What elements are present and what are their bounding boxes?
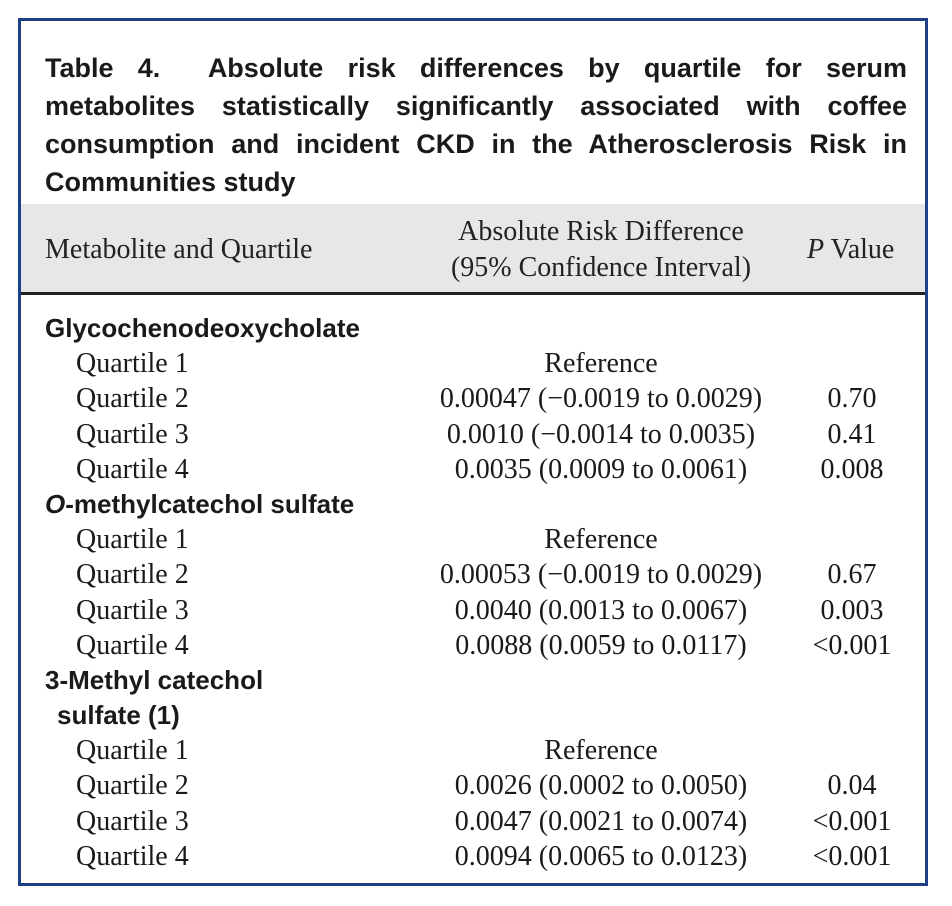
table-row: Quartile 1 Reference bbox=[21, 733, 925, 768]
p-value-cell: <0.001 bbox=[812, 840, 892, 872]
p-value-cell: 0.008 bbox=[820, 453, 884, 485]
risk-difference-cell: Reference bbox=[544, 735, 658, 767]
quartile-cell: Quartile 4 bbox=[76, 629, 189, 661]
risk-difference-cell: 0.0088 (0.0059 to 0.0117) bbox=[455, 629, 747, 661]
p-value-cell: <0.001 bbox=[812, 805, 892, 837]
table-row: Quartile 4 0.0035 (0.0009 to 0.0061) 0.008 bbox=[21, 452, 925, 487]
risk-difference-cell: 0.0040 (0.0013 to 0.0067) bbox=[454, 594, 748, 626]
metabolite-group-title-continued: sulfate (1) bbox=[21, 698, 925, 733]
table-row: Quartile 4 0.0088 (0.0059 to 0.0117) <0.00… bbox=[21, 628, 925, 663]
table-row: Quartile 3 0.0047 (0.0021 to 0.0074) <0.00… bbox=[21, 804, 925, 839]
table-row: Quartile 2 0.0026 (0.0002 to 0.0050) 0.04 bbox=[21, 768, 925, 803]
quartile-cell: Quartile 1 bbox=[76, 524, 189, 556]
header-p-value: P Value bbox=[807, 232, 894, 268]
table-row: Quartile 2 0.00047 (−0.0019 to 0.0029) 0.7… bbox=[21, 381, 925, 416]
metabolite-group-title: O-methylcatechol sulfate bbox=[21, 487, 925, 522]
quartile-cell: Quartile 4 bbox=[76, 453, 189, 485]
table-frame: Table 4. Absolute risk differences by qu… bbox=[18, 18, 928, 886]
table-body: Glycochenodeoxycholate Quartile 1 Referenc… bbox=[21, 311, 925, 874]
risk-difference-cell: 0.00047 (−0.0019 to 0.0029) bbox=[439, 383, 763, 415]
p-value-cell: 0.003 bbox=[820, 594, 884, 626]
header-p-rest: Value bbox=[824, 234, 895, 265]
quartile-cell: Quartile 2 bbox=[76, 383, 189, 415]
risk-difference-cell: 0.0035 (0.0009 to 0.0061) bbox=[454, 453, 748, 485]
risk-difference-cell: 0.0026 (0.0002 to 0.0050) bbox=[454, 770, 748, 802]
header-absolute-risk-difference: Absolute Risk Difference (95% Confidence… bbox=[401, 214, 801, 286]
quartile-cell: Quartile 4 bbox=[76, 840, 189, 872]
quartile-cell: Quartile 2 bbox=[76, 770, 189, 802]
risk-difference-cell: 0.0047 (0.0021 to 0.0074) bbox=[454, 805, 748, 837]
table-caption: Table 4. Absolute risk differences by qu… bbox=[45, 49, 907, 201]
header-p-italic: P bbox=[807, 234, 825, 265]
p-value-cell: 0.04 bbox=[827, 770, 877, 802]
risk-difference-cell: Reference bbox=[544, 348, 658, 380]
metabolite-name-prefix: O bbox=[45, 488, 66, 519]
metabolite-name: 3-Methyl catechol bbox=[45, 664, 264, 695]
quartile-cell: Quartile 3 bbox=[76, 418, 189, 450]
quartile-cell: Quartile 3 bbox=[76, 805, 189, 837]
metabolite-name: Glycochenodeoxycholate bbox=[45, 313, 360, 343]
header-metabolite: Metabolite and Quartile bbox=[45, 234, 313, 265]
header-ard-line1: Absolute Risk Difference bbox=[458, 216, 744, 247]
metabolite-name: -methylcatechol sulfate bbox=[65, 488, 355, 519]
p-value-cell: 0.41 bbox=[827, 418, 877, 450]
table-row: Quartile 4 0.0094 (0.0065 to 0.0123) <0.00… bbox=[21, 839, 925, 874]
table-row: Quartile 2 0.00053 (−0.0019 to 0.0029) 0.6… bbox=[21, 557, 925, 592]
quartile-cell: Quartile 3 bbox=[76, 594, 189, 626]
p-value-cell: 0.70 bbox=[827, 383, 877, 415]
risk-difference-cell: 0.00053 (−0.0019 to 0.0029) bbox=[439, 559, 763, 591]
quartile-cell: Quartile 1 bbox=[76, 735, 189, 767]
metabolite-group-title: Glycochenodeoxycholate bbox=[21, 311, 925, 346]
caption-text: Absolute risk differences by quartile fo… bbox=[45, 53, 907, 197]
table-header: Metabolite and Quartile Absolute Risk Di… bbox=[21, 204, 925, 295]
p-value-cell: <0.001 bbox=[812, 629, 892, 661]
metabolite-group-title: 3-Methyl catechol bbox=[21, 663, 925, 698]
header-ard-line2: (95% Confidence Interval) bbox=[450, 252, 752, 283]
risk-difference-cell: Reference bbox=[544, 524, 658, 556]
table-row: Quartile 1 Reference bbox=[21, 522, 925, 557]
table-row: Quartile 3 0.0010 (−0.0014 to 0.0035) 0.41 bbox=[21, 417, 925, 452]
table-row: Quartile 3 0.0040 (0.0013 to 0.0067) 0.003 bbox=[21, 593, 925, 628]
risk-difference-cell: 0.0094 (0.0065 to 0.0123) bbox=[454, 840, 748, 872]
quartile-cell: Quartile 1 bbox=[76, 348, 189, 380]
table-row: Quartile 1 Reference bbox=[21, 346, 925, 381]
quartile-cell: Quartile 2 bbox=[76, 559, 189, 591]
risk-difference-cell: 0.0010 (−0.0014 to 0.0035) bbox=[446, 418, 756, 450]
caption-label: Table 4. bbox=[45, 53, 161, 83]
p-value-cell: 0.67 bbox=[827, 559, 877, 591]
metabolite-name-continued: sulfate (1) bbox=[57, 700, 180, 731]
